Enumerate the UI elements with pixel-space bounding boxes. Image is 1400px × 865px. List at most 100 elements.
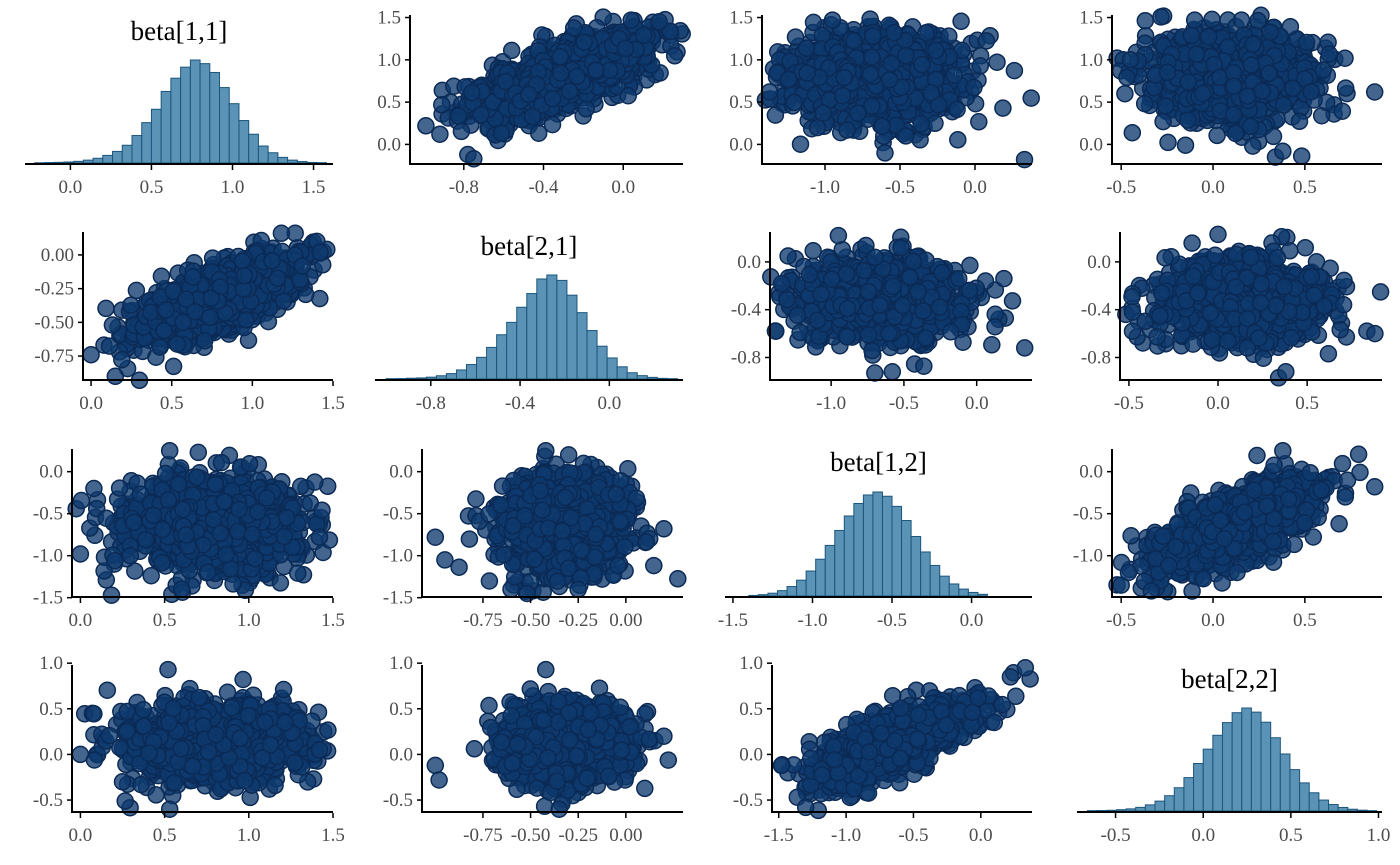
scatter-point bbox=[152, 267, 171, 286]
scatter-point bbox=[1152, 8, 1170, 26]
scatter-point bbox=[492, 124, 511, 142]
histogram-bar bbox=[306, 161, 318, 164]
x-tick-label: 0.0 bbox=[963, 177, 987, 198]
scatter-point bbox=[882, 54, 901, 73]
scatter-point bbox=[568, 67, 586, 86]
scatter-point bbox=[551, 48, 570, 66]
panel-title: beta[1,1] bbox=[131, 16, 228, 46]
x-tick-label: -1.0 bbox=[810, 177, 840, 198]
y-tick-label: 1.0 bbox=[729, 50, 753, 71]
scatter-point bbox=[1290, 112, 1309, 131]
histogram-bar bbox=[219, 87, 230, 164]
y-tick-label: 1.5 bbox=[377, 8, 401, 29]
scatter-point bbox=[665, 47, 684, 65]
scatter-point bbox=[472, 106, 490, 124]
scatter-point bbox=[835, 68, 853, 87]
scatter-point bbox=[1158, 63, 1177, 82]
scatter-point bbox=[1264, 127, 1283, 146]
scatter-point bbox=[897, 47, 915, 65]
scatter-point bbox=[560, 82, 579, 101]
scatter-point bbox=[543, 115, 562, 134]
scatter-point bbox=[543, 90, 562, 108]
panel-1-3: 0.00.51.01.5-1.0 -0.5 0.0 bbox=[729, 8, 1040, 198]
scatter-point bbox=[1179, 111, 1197, 129]
histogram-bar bbox=[82, 159, 94, 164]
scatter-point bbox=[1314, 61, 1332, 79]
y-tick-label: 0.5 bbox=[1079, 92, 1103, 113]
scatter-point bbox=[922, 83, 940, 102]
scatter-point bbox=[977, 32, 996, 50]
scatter-point bbox=[1320, 45, 1338, 63]
scatter-point bbox=[1225, 77, 1243, 95]
scatter-point bbox=[449, 107, 468, 125]
scatter-point bbox=[164, 357, 183, 376]
histogram-bar bbox=[296, 161, 308, 164]
histogram-bar bbox=[170, 77, 182, 164]
y-tick-label: 1.0 bbox=[1079, 50, 1103, 71]
x-tick-label: -0.5 bbox=[1106, 177, 1136, 198]
y-tick-label: 0.5 bbox=[377, 92, 401, 113]
scatter-point bbox=[988, 53, 1006, 71]
scatter-point bbox=[1005, 61, 1024, 80]
y-tick-label: 0.0 bbox=[377, 134, 401, 155]
scatter-point bbox=[1238, 87, 1257, 105]
scatter-point bbox=[873, 117, 891, 135]
scatter-point bbox=[927, 41, 945, 60]
scatter-point bbox=[760, 83, 779, 101]
scatter-point bbox=[1365, 83, 1384, 101]
x-tick-label: -0.4 bbox=[528, 177, 559, 198]
scatter-point bbox=[876, 144, 894, 162]
scatter-point bbox=[913, 55, 931, 74]
scatter-point bbox=[650, 13, 668, 31]
scatter-point bbox=[1336, 49, 1354, 67]
x-tick-label: 0.5 bbox=[140, 177, 164, 198]
scatter-point bbox=[1274, 142, 1292, 160]
scatter-point bbox=[1302, 82, 1320, 101]
histogram-bar bbox=[73, 160, 84, 164]
histogram-bar bbox=[141, 122, 152, 164]
scatter-point bbox=[838, 121, 856, 139]
scatter-point bbox=[785, 93, 803, 112]
scatter-point bbox=[965, 78, 983, 97]
scatter-point bbox=[1292, 147, 1311, 165]
y-tick-label: 0.0 bbox=[729, 134, 753, 155]
scatter-point bbox=[1159, 133, 1177, 152]
scatter-point bbox=[779, 70, 798, 89]
scatter-point bbox=[619, 86, 637, 105]
histogram-bar bbox=[228, 103, 240, 164]
scatter-point bbox=[417, 117, 435, 135]
scatter-point bbox=[502, 41, 521, 60]
panel-1-4: 0.00.51.01.5-0.5 0.0 0.5 bbox=[1079, 6, 1384, 198]
histogram-bar bbox=[180, 66, 191, 164]
scatter-point bbox=[1022, 89, 1040, 107]
scatter-point bbox=[970, 113, 988, 131]
scatter-point bbox=[897, 127, 915, 145]
scatter-point bbox=[1261, 23, 1279, 41]
scatter-point bbox=[1179, 73, 1198, 91]
y-tick-label: 1.0 bbox=[377, 50, 401, 71]
scatter-point bbox=[523, 107, 542, 126]
scatter-point bbox=[885, 23, 903, 42]
scatter-point bbox=[616, 39, 635, 57]
scatter-point bbox=[551, 64, 570, 82]
scatter-point bbox=[97, 299, 115, 318]
histogram-bar bbox=[189, 59, 201, 164]
scatter-point bbox=[833, 86, 852, 105]
scatter-point bbox=[952, 12, 970, 31]
histogram-bar bbox=[199, 63, 211, 164]
x-tick-label: 1.5 bbox=[302, 177, 326, 198]
scatter-point bbox=[1244, 35, 1262, 54]
scatter-point bbox=[431, 125, 449, 143]
y-tick-label: 0.5 bbox=[729, 92, 753, 113]
scatter-point bbox=[823, 11, 842, 29]
histogram-bar bbox=[92, 157, 104, 164]
y-tick-label: 0.0 bbox=[1079, 134, 1103, 155]
scatter-point bbox=[1284, 79, 1302, 98]
scatter-point bbox=[945, 66, 964, 85]
panel-1-2: 0.00.51.01.5-0.8 -0.4 0.0 bbox=[377, 8, 691, 198]
x-tick-label: 0.0 bbox=[611, 177, 635, 198]
x-tick-label: -0.5 bbox=[885, 177, 915, 198]
histogram-bar bbox=[63, 161, 75, 164]
scatter-point bbox=[1136, 11, 1155, 30]
